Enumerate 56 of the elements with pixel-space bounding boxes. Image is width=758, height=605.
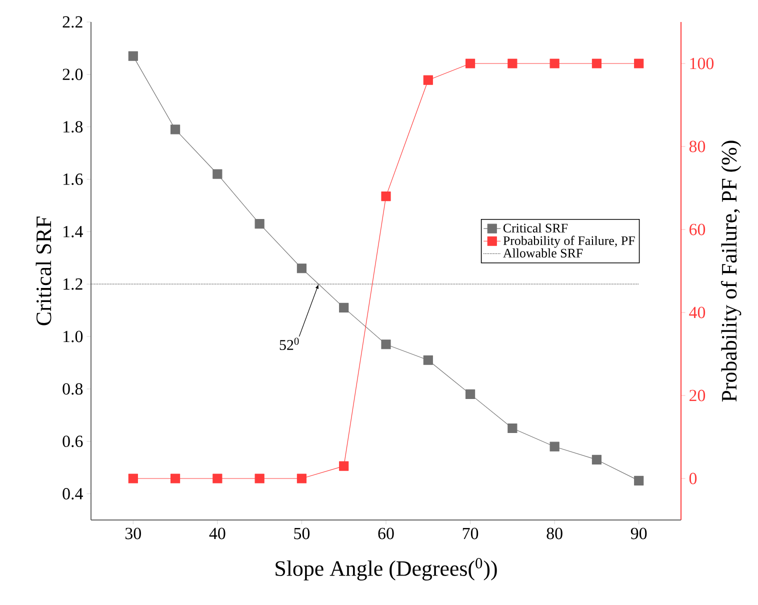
- y-tick-label: 1.0: [64, 330, 83, 342]
- point: [592, 454, 602, 465]
- point: [170, 124, 180, 134]
- point: [381, 340, 391, 350]
- point: [508, 58, 518, 68]
- point: [128, 474, 138, 484]
- x-tick-label: 30: [125, 528, 141, 540]
- x-tick-label: 50: [294, 528, 310, 540]
- y2-tick-label: 40: [689, 306, 706, 318]
- point: [170, 474, 180, 484]
- y-tick-label: 0.8: [62, 383, 83, 395]
- point: [550, 58, 560, 68]
- point: [592, 58, 602, 68]
- x-tick-label: 40: [209, 528, 226, 540]
- y-tick-label: 0.6: [62, 436, 83, 448]
- point: [296, 474, 307, 484]
- y-tick-label: 1.2: [64, 278, 82, 290]
- point: [339, 302, 349, 312]
- y-tick-label: 0.4: [62, 488, 83, 500]
- point: [254, 219, 264, 229]
- y2-tick-label: 60: [690, 224, 706, 236]
- x-tick-label: 90: [630, 528, 647, 540]
- y-axis-title: Critical SRF: [36, 216, 52, 326]
- y-tick-label: 2.2: [62, 16, 82, 28]
- annotation: 52$^{0}$: [280, 338, 299, 350]
- point: [296, 264, 307, 274]
- y2-axis-title: Probability of Failure, PF (%): [721, 140, 742, 402]
- point: [423, 355, 433, 365]
- y2-tick-label: 100: [690, 58, 714, 70]
- point: [423, 75, 433, 85]
- legend-label: Allowable SRF: [503, 248, 583, 258]
- point: [339, 461, 349, 471]
- point: [550, 442, 560, 452]
- y-tick-label: 2.0: [62, 68, 83, 80]
- y-tick-label: 1.6: [64, 174, 83, 185]
- point: [465, 389, 476, 399]
- point: [212, 474, 222, 484]
- y2-tick-label: 80: [689, 140, 706, 152]
- point: [254, 474, 264, 484]
- x-tick-label: 60: [378, 528, 394, 540]
- x-tick-label: 70: [462, 528, 478, 540]
- x-tick-label: 80: [546, 528, 562, 540]
- point: [634, 476, 644, 486]
- y2-tick-label: 20: [690, 390, 706, 402]
- y-tick-label: 1.4: [64, 226, 83, 238]
- y2-tick-label: 0: [689, 472, 697, 484]
- x-axis-title: Slope Angle (Degrees($^{0}$)): [276, 558, 497, 580]
- y-tick-label: 1.8: [64, 121, 83, 133]
- point: [128, 51, 138, 61]
- point: [465, 58, 476, 68]
- point: [508, 423, 518, 434]
- point: [212, 169, 222, 179]
- legend-label: Critical SRF: [503, 223, 568, 232]
- legend-label: Probability of Failure, PF: [503, 236, 635, 248]
- point: [381, 191, 391, 202]
- point: [634, 58, 644, 68]
